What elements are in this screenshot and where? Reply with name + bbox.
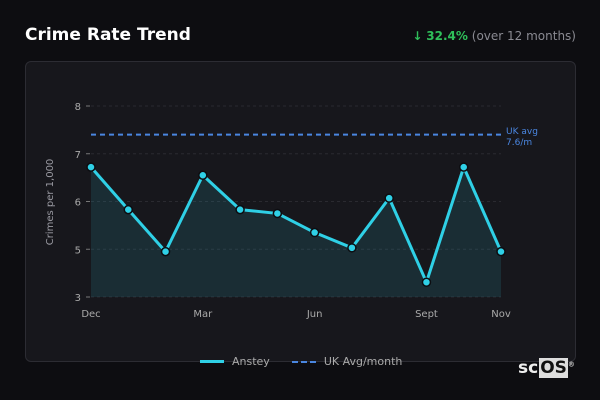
legend-item-anstey[interactable]: Anstey bbox=[200, 355, 270, 368]
scos-logo: sc OS® bbox=[517, 358, 575, 378]
y-axis-label: Crimes per 1,000 bbox=[45, 159, 56, 246]
x-tick-label: Sept bbox=[415, 309, 438, 320]
data-point bbox=[123, 204, 134, 215]
x-tick-label: Nov bbox=[491, 309, 511, 320]
data-point bbox=[421, 277, 432, 287]
logo-boxed: OS bbox=[539, 358, 568, 378]
series-area bbox=[91, 167, 501, 297]
data-point bbox=[347, 243, 357, 253]
x-tick-label: Jun bbox=[306, 309, 323, 320]
change-note: (over 12 months) bbox=[471, 29, 576, 43]
data-point bbox=[235, 204, 245, 215]
data-point bbox=[384, 193, 394, 203]
trend-change: ↓ 32.4% (over 12 months) bbox=[412, 29, 576, 43]
x-tick-label: Dec bbox=[81, 309, 100, 320]
legend-label: UK Avg/month bbox=[323, 355, 403, 368]
avg-label-line2: 7.6/m bbox=[506, 138, 532, 148]
x-tick-label: Mar bbox=[193, 309, 213, 320]
data-point bbox=[198, 170, 208, 180]
y-tick-label: 5 bbox=[75, 245, 81, 256]
legend-swatch-solid bbox=[200, 360, 224, 363]
y-tick-label: 7 bbox=[75, 150, 81, 161]
data-point bbox=[160, 246, 171, 257]
data-point bbox=[86, 162, 96, 172]
change-percent: 32.4% bbox=[426, 29, 468, 43]
chart-title: Crime Rate Trend bbox=[25, 25, 191, 45]
data-point bbox=[309, 227, 320, 238]
y-tick-label: 6 bbox=[75, 198, 81, 209]
down-arrow-icon: ↓ bbox=[412, 29, 423, 43]
legend-label: Anstey bbox=[232, 355, 270, 368]
logo-mark: ® bbox=[567, 360, 575, 369]
legend-item-uk-avg[interactable]: UK Avg/month bbox=[291, 355, 403, 368]
y-tick-label: 8 bbox=[75, 102, 81, 113]
data-point bbox=[496, 246, 506, 257]
logo-prefix: sc bbox=[518, 358, 539, 378]
series-line bbox=[89, 165, 503, 284]
y-tick-label: 3 bbox=[75, 293, 81, 304]
legend: Anstey UK Avg/month bbox=[200, 355, 402, 368]
data-point bbox=[272, 208, 283, 219]
data-point bbox=[458, 162, 469, 172]
legend-swatch-dashed bbox=[291, 360, 316, 363]
avg-label-line1: UK avg bbox=[506, 127, 538, 137]
